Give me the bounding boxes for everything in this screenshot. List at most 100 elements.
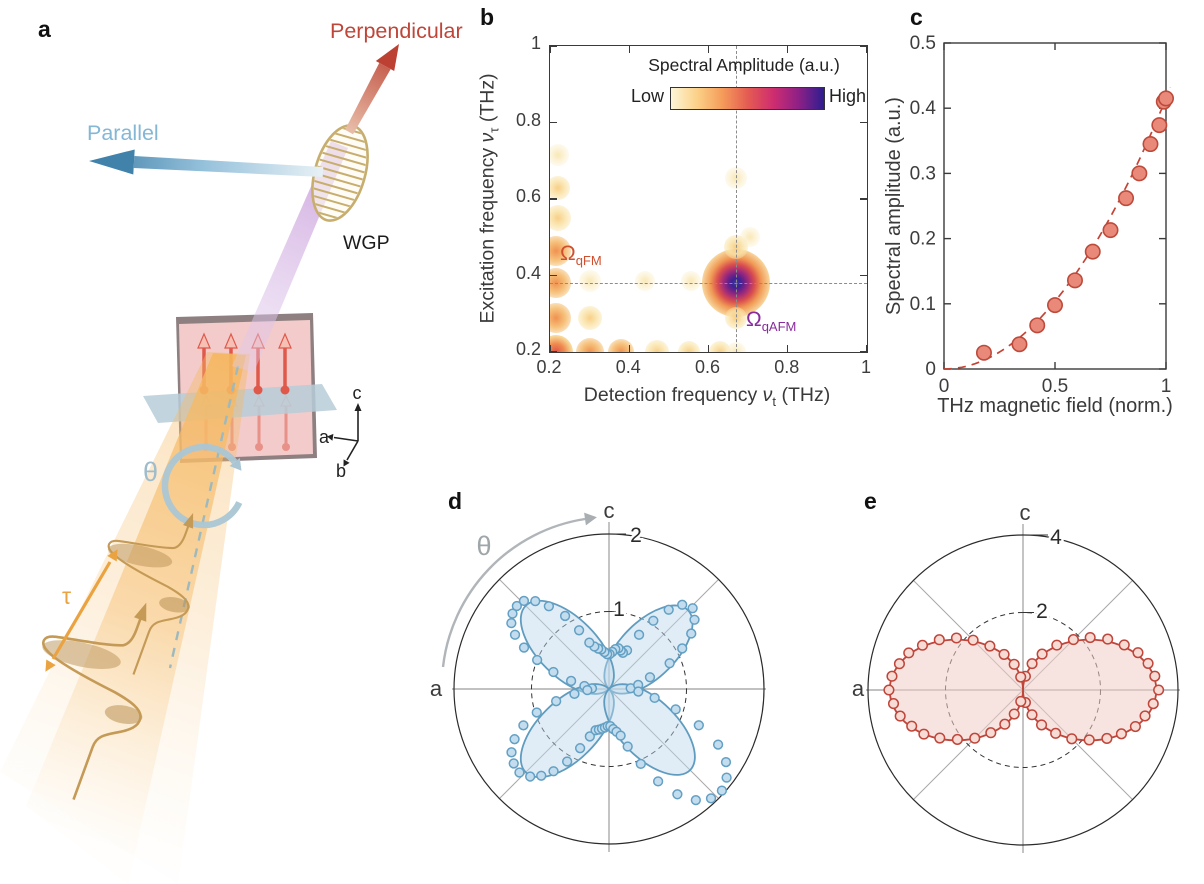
data-point: [531, 654, 543, 666]
data-point: [574, 743, 586, 754]
axis-tick: [860, 121, 867, 124]
tick-label: 0.2: [515, 339, 541, 359]
panel-label-e: e: [864, 488, 877, 514]
crosshair-horizontal-line: [550, 283, 867, 284]
heatmap-peak: [550, 175, 570, 200]
panel-c-scatter: 0 0.5 1 0 0.1 0.2 0.3 0.4 0.5 Spectral amplitude …: [883, 33, 1174, 417]
tick-label: 0.8: [515, 109, 541, 130]
x-tick-label: 0: [939, 376, 950, 397]
crystal-axes: [333, 410, 359, 461]
data-point: [1139, 710, 1151, 722]
heatmap-peak: [740, 227, 761, 248]
data-point: [509, 734, 520, 745]
axis-tick: [550, 351, 557, 352]
perpendicular-arrow-shaft: [345, 62, 391, 135]
heatmap-peak: [550, 205, 571, 232]
perpendicular-arrow-head-icon: [375, 44, 399, 71]
data-point: [721, 772, 732, 783]
data-point: [508, 758, 519, 769]
data-point: [670, 704, 681, 715]
data-point: [999, 718, 1011, 730]
data-point: [893, 658, 905, 670]
data-point: [1026, 709, 1038, 721]
outer-tick-label: 2: [630, 524, 642, 547]
data-point: [1083, 734, 1095, 746]
heatmap-peak: [550, 302, 571, 333]
data-point: [887, 698, 900, 710]
tick-label: 0.6: [694, 357, 721, 377]
data-point: [975, 344, 992, 361]
data-point: [1115, 728, 1127, 740]
data-point: [1131, 165, 1148, 182]
heatmap-peak: [550, 235, 571, 266]
axis-tick: [707, 46, 710, 53]
heatmap-peak: [709, 341, 732, 352]
colorbar-title: Spectral Amplitude (a.u.): [648, 55, 840, 75]
data-point: [514, 767, 525, 778]
axis-tick: [707, 345, 710, 352]
data-point: [622, 741, 633, 752]
heatmap-peak: [677, 341, 700, 352]
data-point: [686, 628, 697, 639]
data-point: [584, 637, 595, 648]
panel-a-diagram: θ τ: [0, 19, 463, 884]
heatmap-peak: [644, 340, 669, 352]
data-point: [950, 632, 962, 644]
parallel-arrow-head-icon: [89, 149, 135, 175]
data-point: [633, 686, 644, 697]
annotation-qAFM: ΩqAFM: [746, 308, 797, 335]
x-tick-label: 0.5: [1042, 376, 1068, 397]
crystal-axis-b-label: b: [336, 461, 346, 481]
inner-tick-label: 1: [613, 598, 625, 621]
data-point: [716, 785, 728, 796]
axis-c-label: c: [604, 498, 615, 523]
data-point: [1067, 634, 1079, 646]
data-point: [1147, 698, 1159, 710]
theta-label: θ: [476, 531, 491, 561]
data-point: [548, 666, 559, 678]
data-point: [886, 670, 898, 682]
data-point: [1102, 633, 1114, 645]
crystal-axis-a-label: a: [319, 427, 330, 447]
data-point: [967, 634, 979, 646]
data-point: [903, 647, 915, 659]
data-point: [984, 640, 996, 652]
data-point: [1015, 671, 1027, 683]
heatmap-peak: [577, 305, 602, 330]
axis-tick: [550, 198, 557, 200]
tau-delay-arrow: [51, 561, 112, 660]
colorbar-high-label: High: [829, 86, 867, 106]
theta-rotation-arrowhead-icon: [229, 458, 242, 471]
crystal-axis-c-label: c: [353, 383, 362, 403]
axis-tick: [866, 345, 867, 352]
data-point: [511, 600, 523, 612]
parallel-arrow-shaft: [133, 156, 324, 177]
data-point: [1142, 657, 1154, 669]
y-tick-label: 0.4: [910, 98, 937, 119]
tick-label: 0.4: [615, 357, 641, 377]
panel-e-polar: 4 2 c a: [852, 500, 1180, 853]
axis-tick: [628, 345, 630, 352]
data-point: [530, 595, 541, 607]
data-point: [1142, 136, 1159, 153]
data-point: [677, 599, 688, 610]
wgp-label: WGP: [343, 232, 390, 254]
axis-tick: [550, 274, 557, 277]
data-point: [1050, 727, 1062, 739]
heatmap-peak: [550, 144, 569, 166]
scatter-plot-border: [943, 42, 1167, 370]
data-point: [1084, 243, 1101, 260]
fit-curve: [943, 87, 1172, 370]
outer-tick-label: 4: [1050, 526, 1062, 549]
axis-tick: [550, 46, 557, 47]
inner-tick-label: 2: [1036, 600, 1048, 623]
axis-tick: [860, 198, 867, 200]
theta-arrowhead-icon: [584, 512, 597, 526]
heatmap-peak: [608, 339, 635, 352]
data-point: [1149, 670, 1161, 682]
data-point: [559, 610, 571, 622]
axis-tick: [860, 274, 867, 277]
crosshair-vertical-line: [736, 46, 737, 352]
beam-axis-dashed-line: [168, 365, 240, 669]
data-point: [633, 629, 645, 640]
